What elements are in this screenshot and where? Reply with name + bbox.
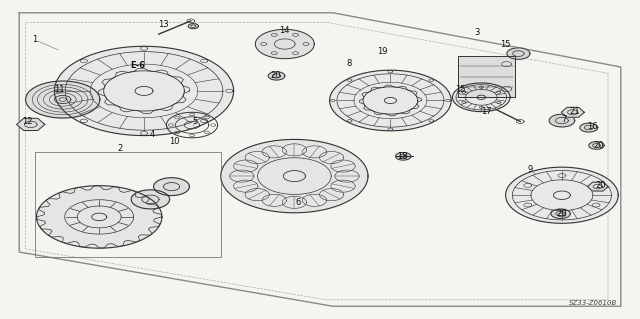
Text: SZ33-Z0610B: SZ33-Z0610B xyxy=(570,300,618,306)
Text: 9: 9 xyxy=(527,165,532,174)
Text: 6: 6 xyxy=(295,198,300,207)
Polygon shape xyxy=(154,178,189,196)
Text: 20: 20 xyxy=(270,71,280,80)
Polygon shape xyxy=(507,48,530,59)
Polygon shape xyxy=(589,142,604,149)
Text: 1: 1 xyxy=(33,35,38,44)
FancyBboxPatch shape xyxy=(458,56,515,97)
Text: 15: 15 xyxy=(500,40,511,49)
Polygon shape xyxy=(330,70,451,131)
Polygon shape xyxy=(54,46,234,136)
Text: 8: 8 xyxy=(346,59,351,68)
Text: 11: 11 xyxy=(54,85,64,94)
Polygon shape xyxy=(17,118,45,130)
Text: 15: 15 xyxy=(456,85,466,94)
Text: 7: 7 xyxy=(562,115,567,124)
Text: 4: 4 xyxy=(150,130,155,139)
Polygon shape xyxy=(268,72,285,80)
Text: 14: 14 xyxy=(280,26,290,35)
Text: 20: 20 xyxy=(593,141,604,150)
Polygon shape xyxy=(221,139,368,213)
Text: 5: 5 xyxy=(193,117,198,126)
Polygon shape xyxy=(26,81,100,118)
Text: 20: 20 xyxy=(557,209,567,218)
Text: 2: 2 xyxy=(118,144,123,153)
Text: 21: 21 xyxy=(570,107,580,116)
Polygon shape xyxy=(588,182,608,191)
Polygon shape xyxy=(396,152,411,160)
Text: 16: 16 xyxy=(587,122,597,130)
Polygon shape xyxy=(561,107,584,117)
Polygon shape xyxy=(36,186,162,248)
Text: 12: 12 xyxy=(22,117,32,126)
Text: 13: 13 xyxy=(158,20,168,29)
Polygon shape xyxy=(506,167,618,223)
Polygon shape xyxy=(452,83,510,112)
Text: 19: 19 xyxy=(378,47,388,56)
Text: 3: 3 xyxy=(474,28,479,37)
Polygon shape xyxy=(188,24,198,29)
Polygon shape xyxy=(255,29,314,59)
Polygon shape xyxy=(580,123,598,132)
Text: 20: 20 xyxy=(595,181,605,190)
Text: 10: 10 xyxy=(169,137,179,146)
Polygon shape xyxy=(131,190,170,209)
Polygon shape xyxy=(549,114,575,127)
Text: 18: 18 xyxy=(397,152,407,161)
Text: E-6: E-6 xyxy=(130,61,145,70)
Text: 17: 17 xyxy=(481,107,492,116)
Polygon shape xyxy=(551,209,570,219)
